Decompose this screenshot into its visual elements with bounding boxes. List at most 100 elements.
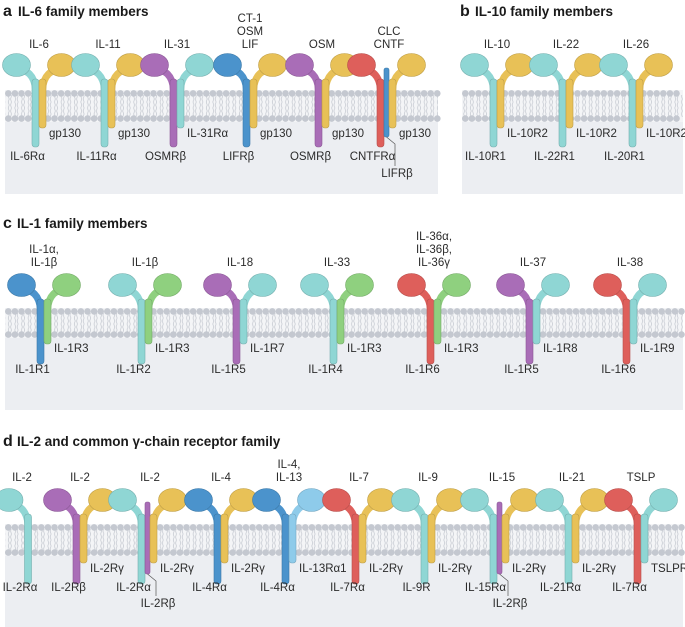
- chain-label: IL-9R: [402, 582, 430, 594]
- receptor-chain: IL-2Rγ: [149, 488, 194, 575]
- ligand-label: IL-18: [227, 257, 253, 269]
- ligand-label: IL-2: [140, 472, 160, 484]
- ligand-label: IL-11: [95, 39, 120, 51]
- receptor-chain: IL-2Rβ: [43, 488, 86, 594]
- receptor-chain: OSMRβ: [140, 53, 187, 163]
- ligand-label: IL-10: [484, 39, 510, 51]
- receptor-chain: IL-10R1: [460, 53, 506, 163]
- receptor-chain: IL-2Rγ: [79, 488, 124, 575]
- ligand-label: IL-4: [211, 472, 231, 484]
- ligand-label: IL-1β: [31, 257, 58, 269]
- receptor-complex: IL-1β IL-1R2 IL-1R3: [108, 257, 190, 376]
- receptor-chain: IL-1R9: [629, 273, 675, 355]
- receptor-chain: IL-2Rγ: [501, 488, 546, 575]
- receptor-chain: IL-1R2: [108, 273, 151, 376]
- receptor-complex: IL-37 IL-1R5 IL-1R8: [496, 257, 578, 376]
- chain-label: IL-1R8: [543, 343, 578, 355]
- receptor-complex: IL-2 IL-2Rα: [0, 472, 38, 594]
- chain-label: IL-2Rγ: [582, 563, 616, 575]
- ligand-label: IL-31: [164, 39, 190, 51]
- receptor-chain: IL-21Rα: [535, 488, 581, 594]
- receptor-chain: IL-10R2: [565, 53, 617, 140]
- chain-label: gp130: [332, 128, 364, 140]
- receptor-chain: IL-2Rγ: [220, 488, 265, 575]
- receptor-complex: IL-4 IL-4Rα IL-2Rγ: [184, 472, 265, 594]
- chain-label: IL-4Rα: [260, 582, 295, 594]
- chain-label: IL-6Rα: [10, 151, 45, 163]
- chain-label: IL-10R2: [507, 128, 548, 140]
- chain-label: IL-2Rγ: [512, 563, 546, 575]
- cell-membrane: [5, 524, 685, 556]
- chain-label: IL-1R9: [640, 343, 675, 355]
- receptor-chain: OSMRβ: [285, 53, 331, 163]
- chain-label: IL-1R5: [211, 364, 246, 376]
- ligand-label: IL-21: [559, 472, 585, 484]
- receptor-chain: IL-11Rα: [71, 53, 117, 163]
- ligand-label: IL-13: [276, 472, 302, 484]
- panel-title: IL-10 family members: [475, 4, 613, 19]
- ligand-label: IL-36α,: [416, 231, 452, 243]
- receptor-complex: IL-15 IL-15Rα IL-2Rβ IL-2Rγ: [460, 472, 546, 610]
- ligand-label: IL-2: [70, 472, 90, 484]
- receptor-complex: IL-36α,IL-36β,IL-36γ IL-1R6 IL-1R3: [397, 231, 479, 376]
- receptor-chain: IL-1R7: [239, 273, 285, 355]
- receptor-complex: IL-7 IL-7Rα IL-2Rγ: [322, 472, 403, 594]
- chain-label: OSMRβ: [145, 151, 187, 163]
- receptor-chain: IL-2Rγ: [571, 488, 616, 575]
- receptor-complex: TSLP IL-7Rα TSLPR: [604, 472, 685, 594]
- receptor-complex: IL-6 IL-6Rα gp130: [2, 39, 81, 163]
- ligand-label: IL-26: [623, 39, 649, 51]
- receptor-chain: IL-1R4: [300, 273, 343, 376]
- receptor-chain: IL-7Rα: [604, 488, 647, 594]
- chain-label: gp130: [260, 128, 292, 140]
- ligand-label: IL-22: [553, 39, 579, 51]
- receptor-chain: IL-1R3: [144, 273, 190, 355]
- receptor-chain: IL-20R1: [599, 53, 645, 163]
- chain-label: gp130: [118, 128, 150, 140]
- ligand-label: IL-6: [29, 39, 49, 51]
- leader-line: [386, 136, 396, 166]
- panel-letter: a: [3, 3, 12, 20]
- chain-label: IL-2Rγ: [160, 563, 194, 575]
- panel-letter: d: [3, 433, 13, 450]
- ligand-label: IL-4,: [277, 459, 300, 471]
- chain-label: IL-10R1: [465, 151, 506, 163]
- receptor-chain: IL-31Rα: [176, 53, 229, 140]
- receptor-chain: IL-10R2: [496, 53, 548, 140]
- receptor-chain: IL-2Rα: [0, 488, 38, 594]
- chain-label: LIFRβ: [223, 151, 255, 163]
- ligand-label: IL-36β,: [416, 244, 452, 256]
- ligand-label: LIF: [242, 39, 259, 51]
- panel-c: c IL-1 family membersIL-1α,IL-1βIL-1R1IL-…: [3, 215, 685, 410]
- ligand-label: IL-7: [349, 472, 369, 484]
- ligand-label: CNTF: [374, 39, 405, 51]
- receptor-chain: IL-2Rα: [108, 488, 151, 594]
- receptor-chain: IL-2Rβ: [141, 501, 176, 610]
- chain-label: IL-13Rα1: [299, 563, 347, 575]
- chain-label: IL-4Rα: [192, 582, 227, 594]
- chain-label: IL-1R3: [444, 343, 479, 355]
- chain-label: IL-2Rβ: [51, 582, 86, 594]
- chain-label: IL-10R2: [646, 128, 685, 140]
- receptor-complex: IL-9 IL-9R IL-2Rγ: [391, 472, 472, 594]
- chain-label: IL-22R1: [534, 151, 575, 163]
- chain-label: IL-15Rα: [465, 582, 507, 594]
- chain-label: IL-1R3: [54, 343, 89, 355]
- chain-label: gp130: [399, 128, 431, 140]
- ligand-label: IL-36γ: [418, 257, 450, 269]
- ligand-label: IL-1α,: [29, 244, 59, 256]
- receptor-chain: gp130: [249, 53, 292, 140]
- receptor-chain: IL-22R1: [529, 53, 575, 163]
- chain-label: IL-2Rβ: [493, 598, 528, 610]
- receptor-chain: IL-1R6: [397, 273, 440, 376]
- chain-label: IL-2Rα: [116, 582, 151, 594]
- ligand-label: IL-1β: [132, 257, 159, 269]
- chain-label: IL-2Rγ: [231, 563, 265, 575]
- chain-label: IL-1R1: [15, 364, 50, 376]
- receptor-chain: IL-4Rα: [184, 488, 227, 594]
